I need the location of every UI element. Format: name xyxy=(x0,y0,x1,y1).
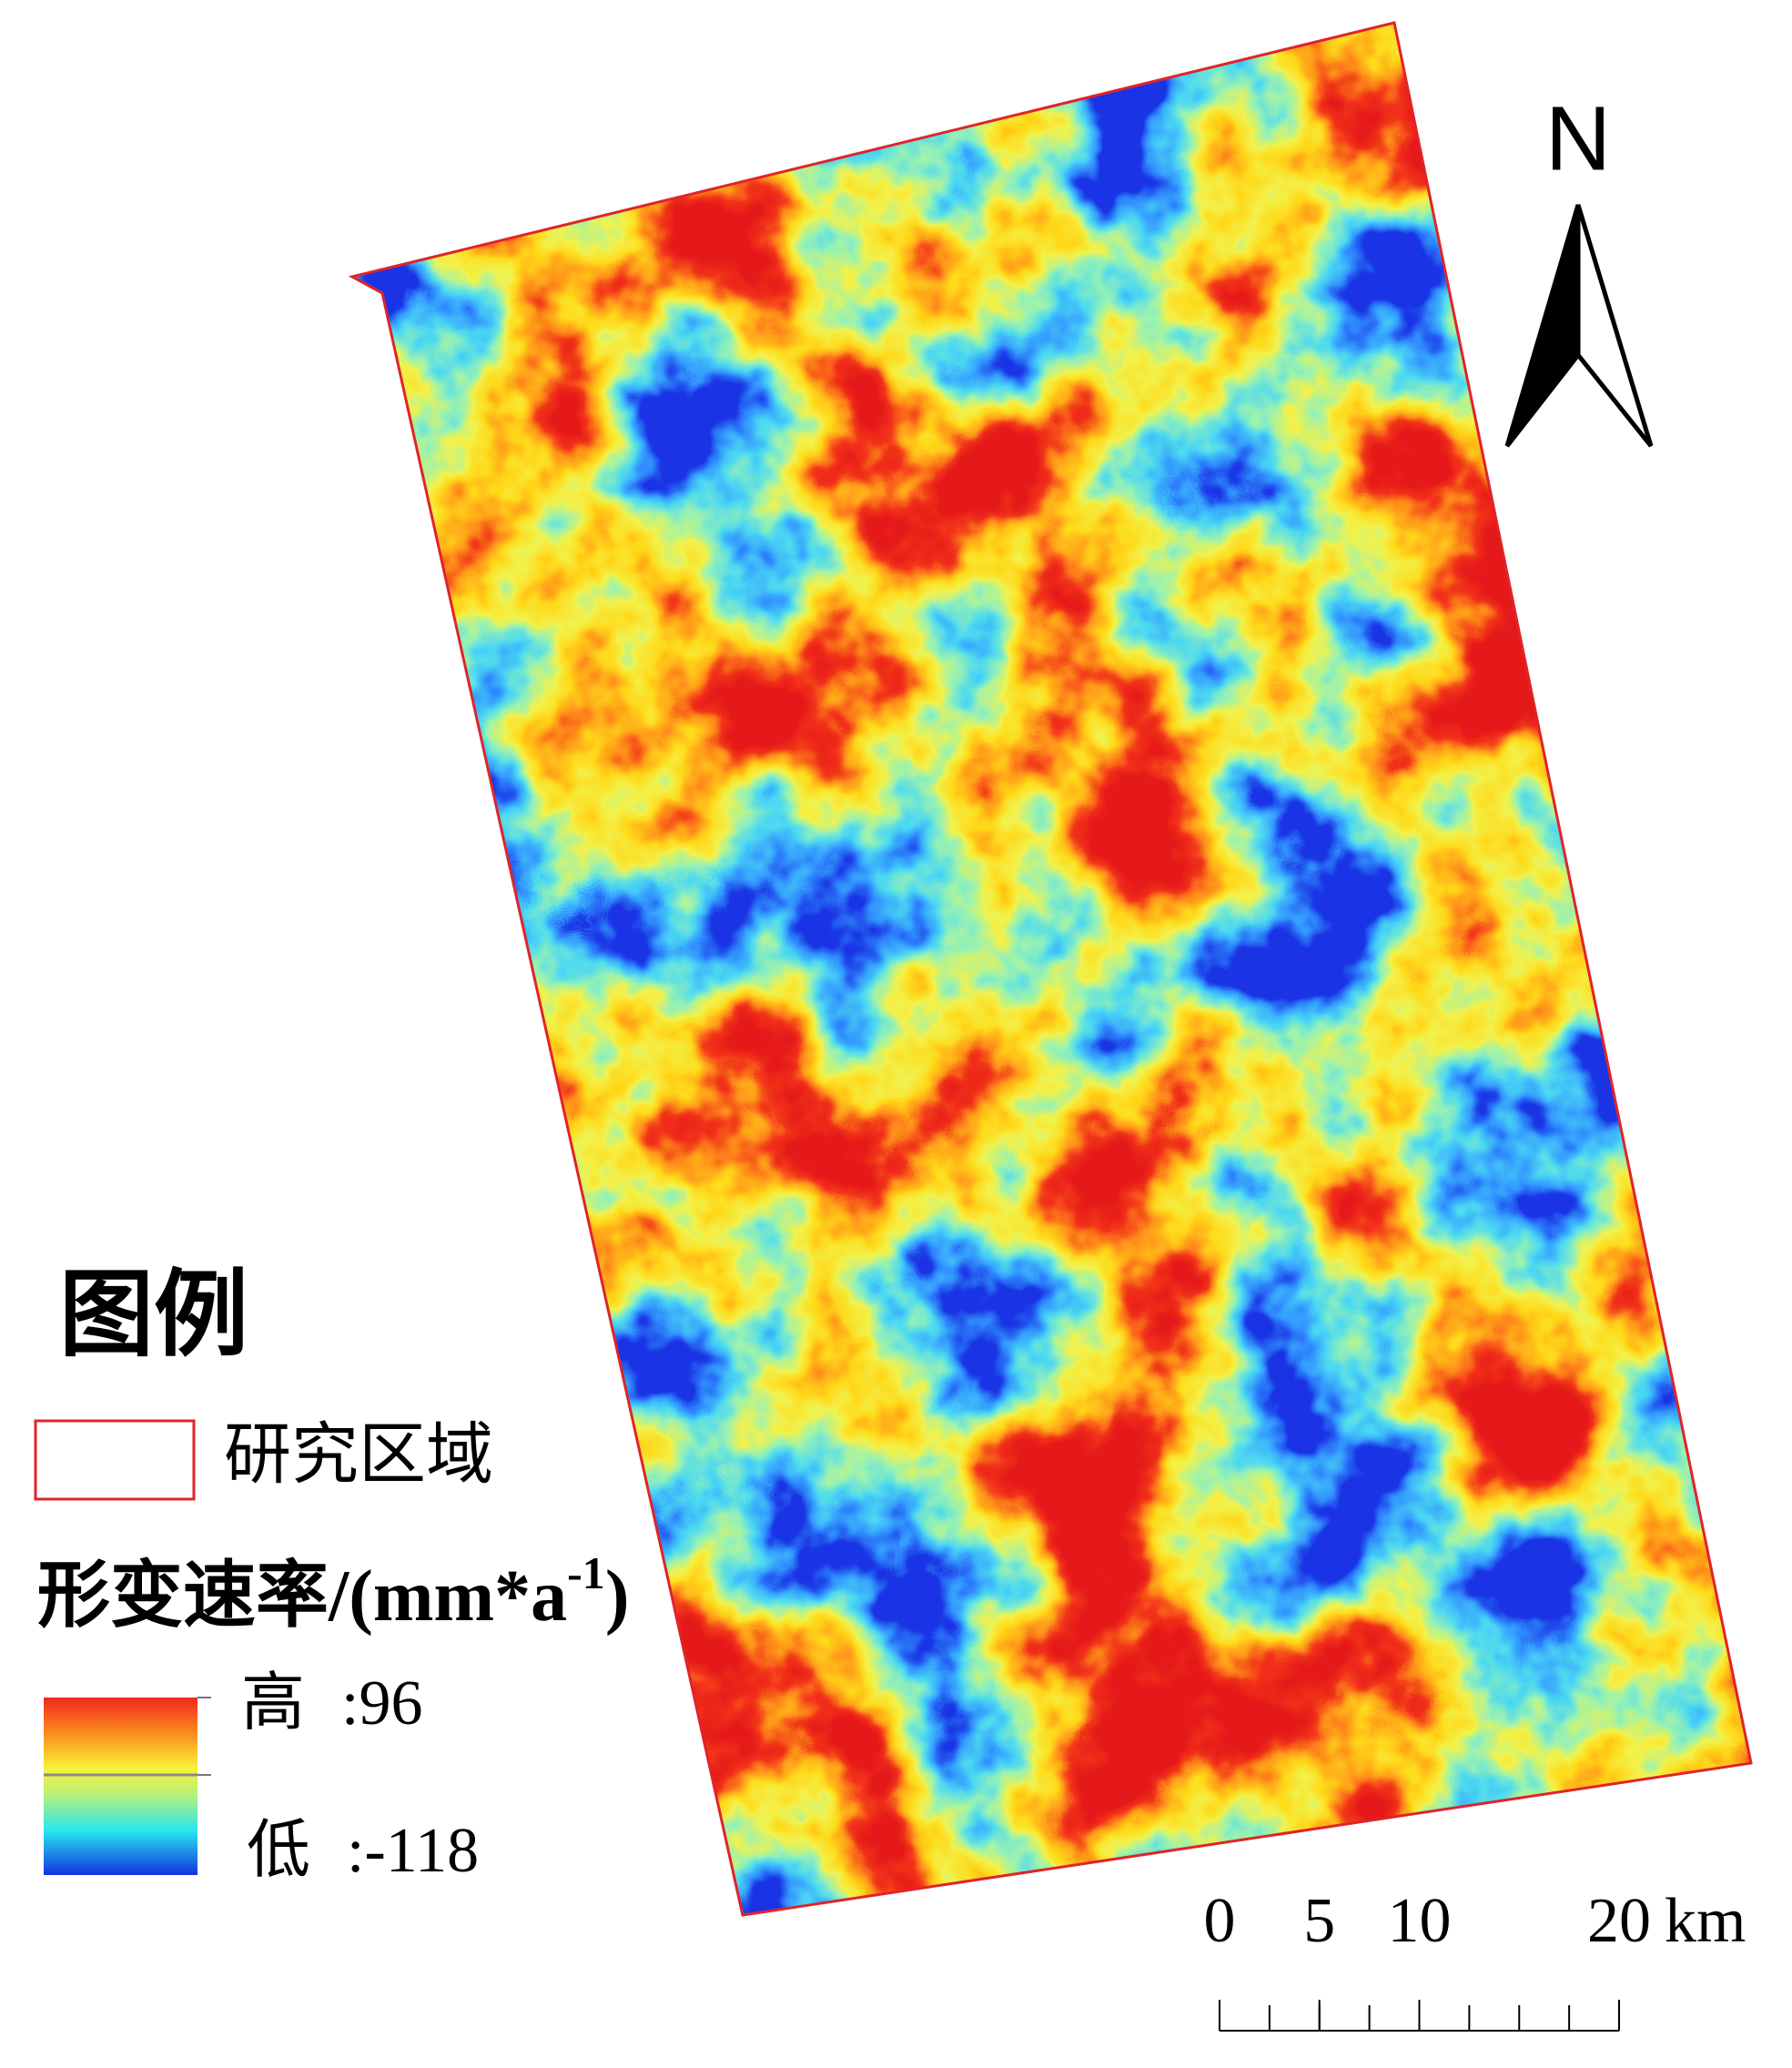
arrow-right xyxy=(1575,204,1654,448)
ramp-high-value: 96 xyxy=(359,1668,422,1739)
ramp-high-sep: : xyxy=(341,1668,359,1739)
north-label: N xyxy=(1545,87,1611,189)
ramp-low-label: 低 xyxy=(247,1816,310,1886)
ramp-title: 形变速率/(mm*a-1) xyxy=(37,1547,629,1637)
color-ramp xyxy=(44,1698,197,1875)
ramp-high-label: 高 xyxy=(241,1668,305,1739)
ramp-title-sup: -1 xyxy=(567,1547,605,1598)
legend-label: 研究区域 xyxy=(224,1418,493,1493)
scale-label: 10 xyxy=(1388,1886,1452,1956)
ramp-low: 低:-118 xyxy=(247,1816,479,1886)
ramp-title-main: 形变速率/(mm*a xyxy=(37,1556,567,1637)
north-arrow xyxy=(1504,204,1654,448)
legend-title: 图例 xyxy=(59,1263,248,1368)
scale-label: 0 xyxy=(1204,1886,1236,1956)
ramp-high: 高:96 xyxy=(241,1668,422,1739)
arrow-left xyxy=(1504,204,1581,448)
ramp-low-value: -118 xyxy=(364,1816,479,1886)
ramp-low-sep: : xyxy=(347,1816,364,1886)
ramp-title-close: ) xyxy=(605,1556,630,1637)
legend-swatch xyxy=(34,1419,196,1501)
scale-label: 5 xyxy=(1303,1886,1335,1956)
study-area-outline xyxy=(348,21,1753,1917)
scale-label: 20 xyxy=(1587,1886,1651,1956)
scale-unit: km xyxy=(1665,1886,1746,1956)
scale-bar: 0 5 10 20 km xyxy=(1204,1886,1746,2032)
